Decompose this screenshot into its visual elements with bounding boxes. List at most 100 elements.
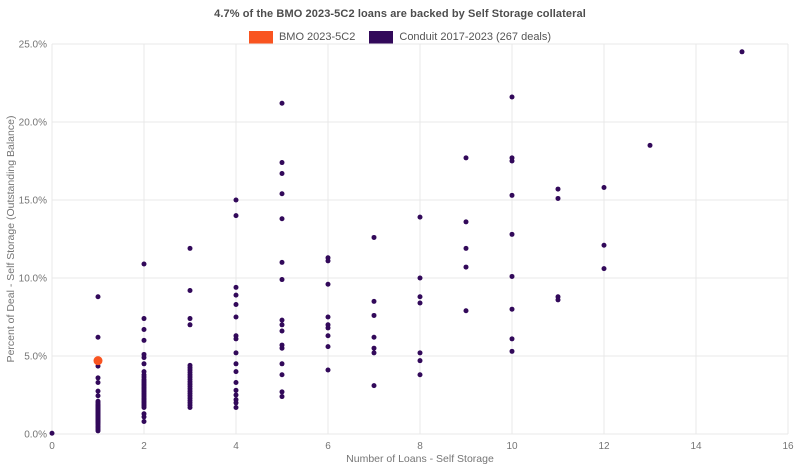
data-point-conduit xyxy=(509,192,515,198)
x-tick-label: 16 xyxy=(782,441,794,452)
chart-title: 4.7% of the BMO 2023-5C2 loans are backe… xyxy=(214,8,586,20)
data-point-conduit xyxy=(233,336,239,342)
data-point-conduit xyxy=(141,404,147,410)
data-point-conduit xyxy=(463,264,469,270)
y-tick-label: 20.0% xyxy=(19,118,47,129)
data-point-conduit xyxy=(141,261,147,267)
data-point-conduit xyxy=(509,348,515,354)
x-tick-label: 4 xyxy=(233,441,239,452)
x-tick-label: 8 xyxy=(417,441,423,452)
data-point-conduit xyxy=(417,300,423,306)
chart-legend: BMO 2023-5C2 Conduit 2017-2023 (267 deal… xyxy=(0,29,800,45)
x-tick-label: 14 xyxy=(690,441,702,452)
data-point-conduit xyxy=(555,297,561,303)
data-point-conduit xyxy=(95,334,101,340)
data-point-conduit xyxy=(739,49,745,55)
data-point-conduit xyxy=(417,294,423,300)
y-tick-label: 5.0% xyxy=(24,352,47,363)
data-point-conduit xyxy=(279,328,285,334)
data-point-conduit xyxy=(279,372,285,378)
data-point-conduit xyxy=(279,322,285,328)
data-point-conduit xyxy=(233,404,239,410)
data-point-conduit xyxy=(233,292,239,298)
data-point-conduit xyxy=(95,393,101,399)
data-point-conduit xyxy=(371,350,377,356)
data-point-conduit xyxy=(95,428,101,434)
data-point-conduit xyxy=(463,219,469,225)
data-point-conduit xyxy=(233,284,239,290)
data-point-conduit xyxy=(95,375,101,381)
data-point-conduit xyxy=(279,100,285,106)
data-point-conduit xyxy=(417,214,423,220)
data-point-conduit xyxy=(417,358,423,364)
x-tick-label: 0 xyxy=(49,441,55,452)
data-point-conduit xyxy=(187,287,193,293)
data-point-conduit xyxy=(555,186,561,192)
data-point-conduit xyxy=(279,389,285,395)
data-point-conduit xyxy=(601,242,607,248)
y-tick-label: 25.0% xyxy=(19,40,47,51)
data-point-conduit xyxy=(325,325,331,331)
data-point-conduit xyxy=(325,281,331,287)
data-point-conduit xyxy=(233,302,239,308)
data-point-conduit xyxy=(233,213,239,219)
data-point-conduit xyxy=(141,316,147,322)
y-axis-title: Percent of Deal - Self Storage (Outstand… xyxy=(5,116,17,363)
x-tick-label: 12 xyxy=(598,441,610,452)
data-point-conduit xyxy=(279,317,285,323)
data-point-conduit xyxy=(463,245,469,251)
data-point-conduit xyxy=(187,316,193,322)
data-point-conduit xyxy=(509,158,515,164)
data-point-conduit xyxy=(279,345,285,351)
data-point-conduit xyxy=(95,294,101,300)
data-point-conduit xyxy=(141,361,147,367)
data-point-conduit xyxy=(371,345,377,351)
data-point-conduit xyxy=(233,314,239,320)
data-point-conduit xyxy=(141,419,147,425)
y-tick-label: 10.0% xyxy=(19,274,47,285)
data-point-conduit xyxy=(279,394,285,400)
x-tick-label: 10 xyxy=(506,441,518,452)
data-point-conduit xyxy=(509,336,515,342)
data-point-conduit xyxy=(279,160,285,166)
data-point-conduit xyxy=(509,306,515,312)
data-point-conduit xyxy=(141,355,147,361)
data-point-conduit xyxy=(601,266,607,272)
data-point-conduit xyxy=(233,392,239,398)
data-point-conduit xyxy=(371,312,377,318)
data-point-conduit xyxy=(187,322,193,328)
data-point-conduit xyxy=(463,155,469,161)
data-point-conduit xyxy=(233,350,239,356)
data-point-conduit xyxy=(233,400,239,406)
data-point-conduit xyxy=(325,367,331,373)
legend-label-conduit: Conduit 2017-2023 (267 deals) xyxy=(399,31,552,43)
data-point-conduit xyxy=(325,314,331,320)
legend-swatch-bmo xyxy=(248,30,273,44)
data-point-conduit xyxy=(555,195,561,201)
x-axis-title: Number of Loans - Self Storage xyxy=(346,453,494,465)
data-point-conduit xyxy=(141,337,147,343)
data-point-conduit xyxy=(233,369,239,375)
data-point-conduit xyxy=(417,350,423,356)
x-tick-label: 6 xyxy=(325,441,331,452)
data-point-conduit xyxy=(49,430,55,436)
data-point-conduit xyxy=(141,326,147,332)
data-point-conduit xyxy=(371,234,377,240)
data-point-conduit xyxy=(187,245,193,251)
data-point-conduit xyxy=(279,259,285,265)
data-point-conduit xyxy=(325,258,331,264)
data-point-conduit xyxy=(509,231,515,237)
legend-item-bmo: BMO 2023-5C2 xyxy=(248,30,356,44)
data-point-conduit xyxy=(95,388,101,394)
x-tick-label: 2 xyxy=(141,441,147,452)
data-point-conduit xyxy=(187,404,193,410)
legend-swatch-conduit xyxy=(369,30,394,44)
data-point-conduit xyxy=(417,372,423,378)
legend-label-bmo: BMO 2023-5C2 xyxy=(278,31,356,43)
data-point-conduit xyxy=(371,383,377,389)
data-point-conduit xyxy=(417,275,423,281)
data-point-conduit xyxy=(95,380,101,386)
data-point-conduit xyxy=(463,308,469,314)
data-point-conduit xyxy=(141,414,147,420)
